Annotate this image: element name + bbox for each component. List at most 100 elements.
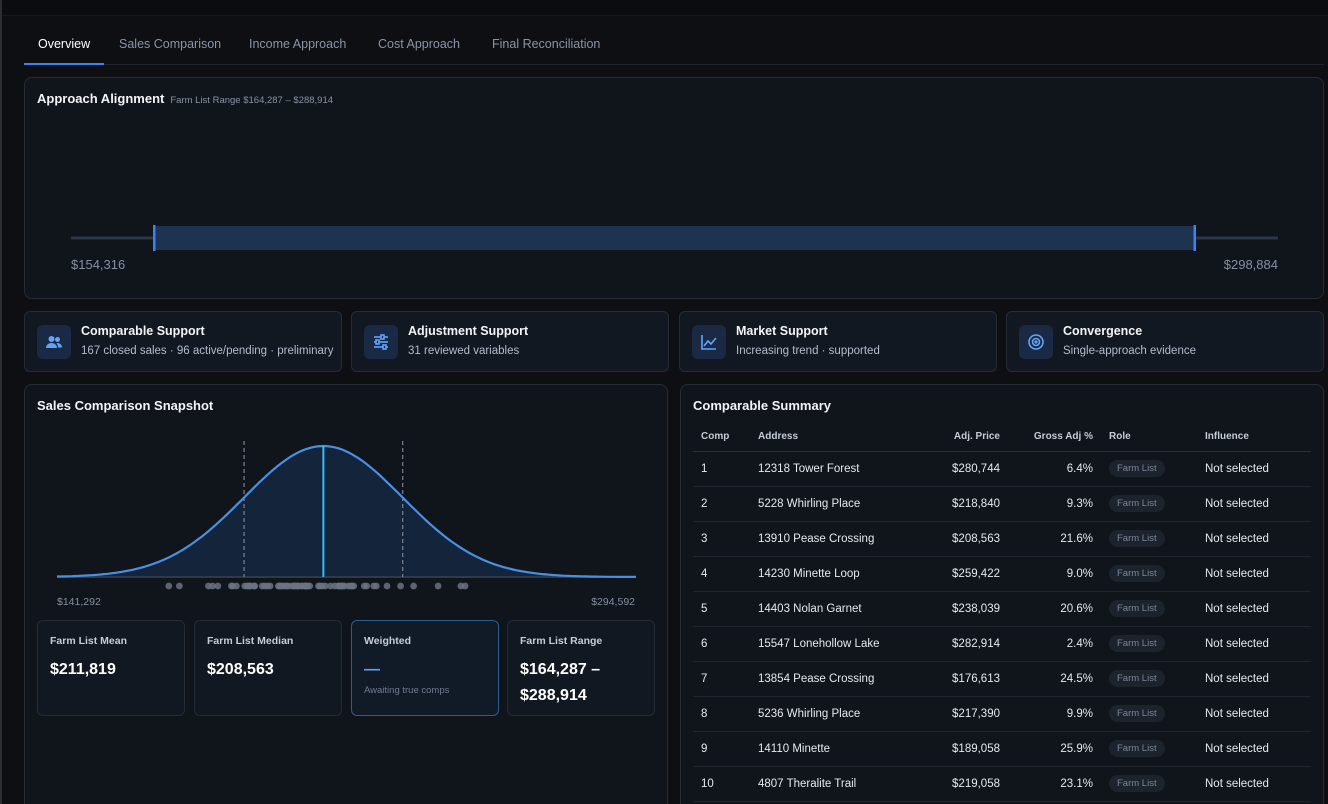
market-support-card: Market Support Increasing trend · suppor… [679, 311, 997, 372]
comp-number: 2 [693, 486, 750, 522]
comparable-dot [301, 582, 309, 590]
col-adj-price[interactable]: Adj. Price [920, 423, 1008, 452]
col-address[interactable]: Address [750, 423, 920, 452]
comparable-dot [233, 582, 240, 590]
comp-number: 3 [693, 521, 750, 557]
comp-influence: Not selected [1197, 521, 1311, 557]
comparable-row[interactable]: 7 13854 Pease Crossing $176,613 24.5% Farm L… [693, 661, 1311, 697]
tab-income-approach[interactable]: Income Approach [249, 37, 347, 51]
role-pill: Farm List [1109, 530, 1165, 547]
role-pill: Farm List [1109, 670, 1165, 687]
comp-influence: Not selected [1197, 591, 1311, 627]
comp-adj-price: $176,613 [920, 661, 1008, 697]
comp-influence: Not selected [1197, 486, 1311, 522]
comp-influence: Not selected [1197, 451, 1311, 487]
comparable-dot [336, 582, 344, 590]
comparable-row[interactable]: 5 14403 Nolan Garnet $238,039 20.6% Farm Lis… [693, 591, 1311, 627]
target-icon [1019, 325, 1053, 359]
comp-address: 5228 Whirling Place [750, 486, 920, 522]
comp-address: 5236 Whirling Place [750, 696, 920, 732]
farm-list-range-band [154, 226, 1195, 250]
comp-address: 15547 Lonehollow Lake [750, 626, 920, 662]
comparable-dot [461, 582, 469, 590]
comparable-row[interactable]: 6 15547 Lonehollow Lake $282,914 2.4% Farm L… [693, 626, 1311, 662]
comp-adj-price: $189,058 [920, 731, 1008, 767]
comp-gross-adj: 2.4% [1008, 626, 1101, 662]
comparable-row[interactable]: 1 12318 Tower Forest $280,744 6.4% Farm List… [693, 451, 1311, 487]
farm-list-mean-value: $211,819 [50, 661, 116, 678]
comp-role: Farm List [1101, 696, 1197, 732]
comparable-dot [277, 582, 285, 590]
role-pill: Farm List [1109, 460, 1165, 477]
farm-list-range-value: $164,287 – $288,914 [520, 661, 601, 704]
comp-gross-adj: 6.4% [1008, 451, 1101, 487]
comparable-summary-title: Comparable Summary [693, 398, 831, 413]
comp-number: 6 [693, 626, 750, 662]
adjustment-support-text: 31 reviewed variables [408, 345, 520, 357]
comparable-row[interactable]: 9 14110 Minette $189,058 25.9% Farm List Not … [693, 731, 1311, 767]
tab-overview[interactable]: Overview [24, 24, 105, 65]
comp-address: 4807 Theralite Trail [750, 766, 920, 802]
comparable-dot [251, 582, 259, 590]
comparable-dot [258, 582, 266, 590]
comparable-dot [331, 582, 339, 590]
comp-adj-price: $217,390 [920, 696, 1008, 732]
alignment-axis-min-label: $154,316 [71, 257, 126, 272]
weighted-label: Weighted [364, 635, 412, 647]
role-pill: Farm List [1109, 565, 1165, 582]
comp-role: Farm List [1101, 591, 1197, 627]
distribution-min-label: $141,292 [57, 596, 101, 608]
comp-adj-price: $282,914 [920, 626, 1008, 662]
tab-sales-comparison[interactable]: Sales Comparison [119, 37, 222, 51]
comparable-table-header-row: Comp Address Adj. Price Gross Adj % Role… [693, 423, 1311, 452]
trend-chart-icon [692, 325, 726, 359]
comp-gross-adj: 23.1% [1008, 766, 1101, 802]
col-comp[interactable]: Comp [693, 423, 750, 452]
comparable-table: Comp Address Adj. Price Gross Adj % Role… [693, 423, 1311, 802]
comparable-support-text: 167 closed sales · 96 active/pending · p… [81, 345, 334, 357]
users-icon [37, 325, 71, 359]
adjustment-support-title: Adjustment Support [408, 324, 529, 338]
comp-number: 5 [693, 591, 750, 627]
comp-gross-adj: 21.6% [1008, 521, 1101, 557]
market-support-text: Increasing trend · supported [736, 345, 880, 357]
snapshot-title: Sales Comparison Snapshot [37, 398, 214, 413]
comparable-row[interactable]: 3 13910 Pease Crossing $208,563 21.6% Farm L… [693, 521, 1311, 557]
comp-number: 9 [693, 731, 750, 767]
comp-gross-adj: 20.6% [1008, 591, 1101, 627]
convergence-card: Convergence Single-approach evidence [1006, 311, 1324, 372]
col-influence[interactable]: Influence [1197, 423, 1311, 452]
comparable-dot [363, 582, 371, 590]
comparable-dot [410, 582, 417, 590]
comp-gross-adj: 25.9% [1008, 731, 1101, 767]
tab-cost-approach[interactable]: Cost Approach [378, 37, 460, 51]
farm-list-mean-label: Farm List Mean [50, 635, 128, 647]
comp-address: 14230 Minette Loop [750, 556, 920, 592]
role-pill: Farm List [1109, 705, 1165, 722]
col-gross-adj[interactable]: Gross Adj % [1008, 423, 1101, 452]
comp-adj-price: $218,840 [920, 486, 1008, 522]
comp-gross-adj: 24.5% [1008, 661, 1101, 697]
tab-final-reconciliation[interactable]: Final Reconciliation [492, 37, 601, 51]
comparable-row[interactable]: 2 5228 Whirling Place $218,840 9.3% Farm Lis… [693, 486, 1311, 522]
comparable-row[interactable]: 4 14230 Minette Loop $259,422 9.0% Farm List… [693, 556, 1311, 592]
comparable-row[interactable]: 10 4807 Theralite Trail $219,058 23.1% Farm … [693, 766, 1311, 802]
comp-number: 7 [693, 661, 750, 697]
comparable-dot [228, 582, 235, 590]
distribution-area [57, 446, 636, 577]
comp-adj-price: $208,563 [920, 521, 1008, 557]
window-left-edge [0, 0, 2, 804]
alignment-range-chart [71, 225, 1278, 251]
comp-adj-price: $238,039 [920, 591, 1008, 627]
comparable-row[interactable]: 8 5236 Whirling Place $217,390 9.9% Farm Lis… [693, 696, 1311, 732]
comp-role: Farm List [1101, 766, 1197, 802]
tab-bar: Overview Sales Comparison Income Approac… [24, 24, 1324, 65]
role-pill: Farm List [1109, 600, 1165, 617]
col-role[interactable]: Role [1101, 423, 1197, 452]
farm-list-median-card: Farm List Median $208,563 [194, 620, 342, 716]
comp-number: 8 [693, 696, 750, 732]
comp-influence: Not selected [1197, 766, 1311, 802]
weighted-note: Awaiting true comps [364, 685, 450, 696]
comp-role: Farm List [1101, 626, 1197, 662]
comparable-dot [209, 582, 216, 590]
